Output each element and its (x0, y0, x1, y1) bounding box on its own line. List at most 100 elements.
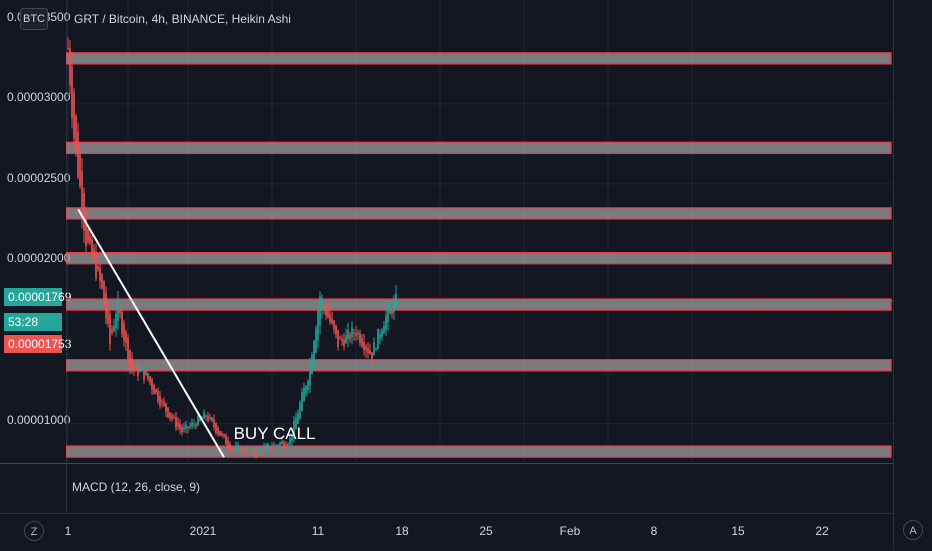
auto-scale-button[interactable]: A (903, 520, 923, 540)
candle-body (205, 415, 207, 417)
candle-body (251, 448, 253, 451)
candle-body (349, 334, 351, 340)
price-chart[interactable]: BUY CALL (65, 0, 893, 462)
candle-body (239, 446, 241, 453)
candle-body (161, 400, 163, 402)
chart-title: GRT / Bitcoin, 4h, BINANCE, Heikin Ashi (74, 12, 291, 26)
candle-body (199, 417, 201, 421)
candle-body (91, 239, 93, 258)
candle-body (385, 315, 387, 330)
time-axis[interactable]: 1 2021 11 18 25 Feb 8 15 22 Z (0, 513, 893, 551)
candle-body (103, 281, 105, 305)
candle-body (117, 299, 119, 322)
candle-body (309, 361, 311, 386)
candle-body (299, 402, 301, 419)
candle-body (131, 358, 133, 370)
macd-pane[interactable]: MACD (12, 26, close, 9) (66, 463, 893, 514)
candle-body (67, 47, 69, 49)
candle-body (203, 412, 205, 419)
price-tick: 0.00001000 (7, 413, 71, 427)
resistance-zone (65, 445, 892, 458)
candle-body (175, 416, 177, 428)
candle-body (261, 450, 263, 453)
candle-body (169, 412, 171, 418)
candle-body (129, 350, 131, 367)
candle-body (187, 426, 189, 429)
candle-body (227, 439, 229, 449)
candle-body (371, 352, 373, 359)
candle-body (391, 310, 393, 314)
candle-body (369, 350, 371, 354)
candle-body (363, 342, 365, 351)
candle-body (289, 438, 291, 445)
time-tick: 18 (395, 524, 409, 538)
candle-body (381, 330, 383, 337)
candle-body (115, 314, 117, 329)
candle-body (77, 132, 79, 178)
candle-body (267, 444, 269, 448)
candle-body (145, 371, 147, 376)
candle-body (337, 329, 339, 347)
candle-body (213, 419, 215, 428)
candle-body (183, 427, 185, 430)
candle-body (285, 444, 287, 446)
buy-call-annotation: BUY CALL (234, 424, 316, 443)
resistance-zone (65, 298, 892, 311)
macd-label: MACD (12, 26, close, 9) (72, 480, 201, 494)
resistance-zone (65, 141, 892, 155)
candle-body (273, 444, 275, 448)
candle-body (93, 248, 95, 260)
candle-body (163, 401, 165, 406)
time-tick: 1 (64, 524, 72, 538)
candle-body (271, 447, 273, 449)
candle-body (287, 443, 289, 445)
candle-body (315, 328, 317, 353)
candle-body (307, 381, 309, 391)
candle-body (367, 348, 369, 354)
candle-body (263, 446, 265, 452)
candle-body (73, 92, 75, 139)
candle-body (293, 420, 295, 439)
candle-body (247, 448, 249, 453)
zoom-button[interactable]: Z (24, 521, 44, 541)
candle-body (233, 448, 235, 450)
candle-body (325, 305, 327, 316)
candle-body (275, 444, 277, 446)
candle-body (303, 387, 305, 402)
candle-body (135, 365, 137, 367)
candle-body (323, 304, 325, 307)
candle-body (123, 323, 125, 341)
price-axis[interactable]: 0.00003500 BTC 0.00003000 0.00002500 0.0… (0, 0, 71, 462)
chart-plot-area[interactable]: BUY CALL (65, 0, 893, 462)
candle-body (329, 314, 331, 323)
symbol-button[interactable]: BTC (20, 8, 48, 30)
candle-body (281, 441, 283, 445)
candle-body (379, 334, 381, 339)
candle-body (189, 425, 191, 428)
candle-body (279, 442, 281, 446)
candle-body (375, 348, 377, 350)
time-tick: 22 (815, 524, 829, 538)
time-tick: 25 (479, 524, 493, 538)
candle-body (79, 154, 81, 187)
candle-body (291, 435, 293, 442)
candle-body (297, 413, 299, 424)
candle-body (259, 449, 261, 452)
candle-body (341, 338, 343, 341)
candle-body (223, 434, 225, 437)
candle-body (197, 416, 199, 426)
candle-body (137, 366, 139, 376)
candle-body (215, 423, 217, 433)
candle-body (351, 327, 353, 337)
candle-body (295, 417, 297, 430)
prev-close-badge: 0.00001753 (4, 335, 71, 353)
candle-body (99, 267, 101, 281)
time-tick: 15 (731, 524, 745, 538)
candle-body (159, 396, 161, 406)
candle-body (149, 376, 151, 383)
candle-body (119, 310, 121, 314)
candle-body (107, 305, 109, 324)
candle-body (373, 342, 375, 356)
candle-body (153, 384, 155, 395)
candle-body (173, 416, 175, 418)
